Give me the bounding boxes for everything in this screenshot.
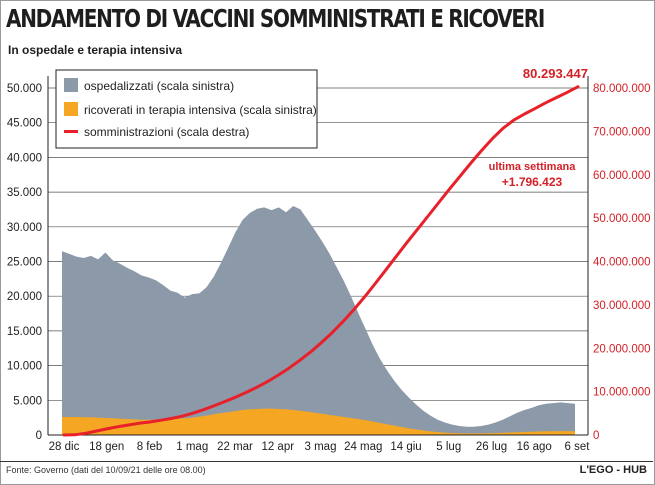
- left-tick-label: 50.000: [7, 83, 42, 95]
- right-tick-label: 40.000.000: [593, 257, 651, 269]
- right-tick-label: 60.000.000: [593, 170, 651, 182]
- line-series: [62, 85, 580, 437]
- left-tick-label: 15.000: [7, 326, 42, 338]
- left-tick-label: 45.000: [7, 118, 42, 130]
- legend-box: [55, 69, 318, 149]
- legend-label-somministrazioni: somministrazioni (scala destra): [84, 125, 249, 139]
- left-tick-label: 35.000: [7, 187, 42, 199]
- x-tick-label: 3 mag: [305, 441, 337, 453]
- area-ospedalizzati: [62, 206, 575, 435]
- right-tick-label: 10.000.000: [593, 387, 651, 399]
- x-axis-tick-labels: 28 dic 18 gen 8 feb 1 mag 22 mar 12 apr 3 mag 2…: [49, 441, 591, 453]
- annotations: 80.293.447 ultima settimana +1.796.423: [489, 66, 588, 189]
- total-annotation: 80.293.447: [523, 66, 588, 81]
- x-tick-label: 28 dic: [49, 441, 80, 453]
- right-axis-tick-labels: 0 10.000.000 20.000.000 30.000.000 40.000.00…: [593, 83, 651, 442]
- left-tick-label: 20.000: [7, 291, 42, 303]
- legend-label-ospedalizzati: ospedalizzati (scala sinistra): [84, 79, 234, 93]
- chart-subtitle: In ospedale e terapia intensiva: [8, 43, 183, 57]
- legend-swatch-ospedalizzati: [64, 78, 78, 92]
- left-axis-tick-labels: 0 5.000 10.000 15.000 20.000 25.000 30.000 35.0…: [7, 83, 42, 442]
- legend: ospedalizzati (scala sinistra) ricoverat…: [55, 69, 318, 149]
- right-tick-label: 0: [593, 430, 599, 442]
- chart-title: Andamento di vaccini somministrati e ric…: [6, 4, 545, 33]
- x-tick-label: 6 set: [565, 441, 591, 453]
- right-tick-label: 50.000.000: [593, 213, 651, 225]
- left-tick-label: 30.000: [7, 222, 42, 234]
- right-tick-label: 70.000.000: [593, 126, 651, 138]
- x-tick-label: 12 apr: [261, 441, 294, 453]
- legend-swatch-somministrazioni: [64, 130, 78, 133]
- right-tick-label: 30.000.000: [593, 300, 651, 312]
- area-terapia-intensiva: [62, 408, 575, 435]
- area-series: [62, 206, 575, 435]
- line-somministrazioni: [62, 85, 580, 437]
- left-tick-label: 40.000: [7, 152, 42, 164]
- legend-label-terapia-intensiva: ricoverati in terapia intensiva (scala s…: [84, 103, 317, 117]
- x-tick-label: 18 gen: [89, 441, 124, 453]
- legend-swatch-terapia-intensiva: [64, 102, 78, 116]
- brand-label: L'EGO - HUB: [579, 464, 647, 476]
- left-tick-label: 0: [36, 430, 42, 442]
- axis-lines: [47, 76, 589, 436]
- x-tick-label: 16 ago: [517, 441, 552, 453]
- x-tick-label: 14 giu: [390, 441, 421, 453]
- x-tick-label: 24 mag: [344, 441, 382, 453]
- x-tick-label: 8 feb: [137, 441, 163, 453]
- x-tick-label: 22 mar: [217, 441, 253, 453]
- left-tick-label: 25.000: [7, 257, 42, 269]
- x-tick-label: 1 mag: [176, 441, 208, 453]
- right-tick-label: 20.000.000: [593, 343, 651, 355]
- weekly-annotation-value: +1.796.423: [502, 175, 563, 189]
- x-tick-label: 26 lug: [476, 441, 507, 453]
- left-tick-label: 5.000: [13, 395, 42, 407]
- source-note: Fonte: Governo (dati del 10/09/21 delle …: [6, 465, 206, 475]
- left-tick-label: 10.000: [7, 361, 42, 373]
- weekly-annotation-label: ultima settimana: [489, 161, 577, 173]
- right-tick-label: 80.000.000: [593, 83, 651, 95]
- x-tick-label: 5 lug: [436, 441, 461, 453]
- footer-divider: [0, 461, 653, 462]
